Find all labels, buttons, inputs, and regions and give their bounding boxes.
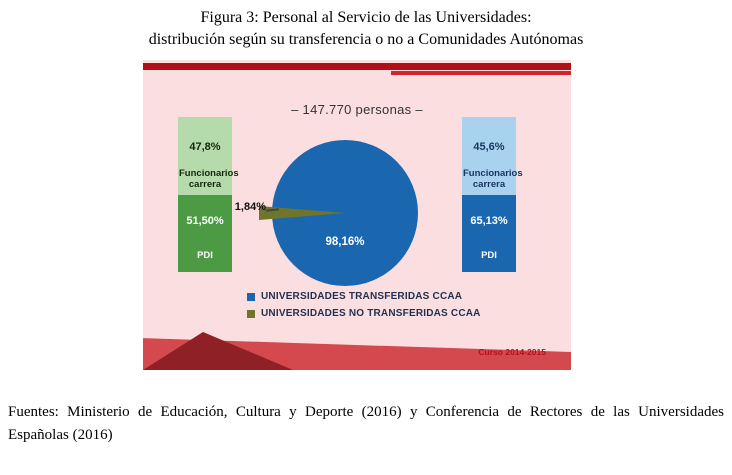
left-bar-funcionarios-segment: 47,8% Funcionarios carrera bbox=[178, 117, 239, 195]
legend-swatch-transferidas bbox=[247, 292, 255, 301]
top-stripe-primary bbox=[143, 63, 571, 70]
left-stacked-bar: 47,8% Funcionarios carrera 51,50% PDI bbox=[178, 117, 239, 272]
top-stripe-secondary bbox=[391, 71, 571, 75]
legend-item-transferidas: UNIVERSIDADES TRANSFERIDAS CCAA bbox=[247, 291, 481, 302]
chart-panel: – 147.770 personas – 47,8% Funcionarios … bbox=[143, 60, 571, 370]
left-bar-pdi-segment: 51,50% PDI bbox=[178, 195, 232, 272]
right-bar-funcionarios-pct: 45,6% bbox=[473, 141, 505, 153]
right-bar-pdi-label: PDI bbox=[481, 249, 497, 261]
figure-title: Figura 3: Personal al Servicio de las Un… bbox=[0, 7, 732, 52]
right-bar-pdi-segment: 65,13% PDI bbox=[462, 195, 516, 272]
figure-title-line2: distribución según su transferencia o no… bbox=[148, 31, 584, 49]
right-stacked-bar: 45,6% Funcionarios carrera 65,13% PDI bbox=[462, 117, 523, 272]
total-persons-label: – 147.770 personas – bbox=[291, 102, 423, 117]
legend-item-no-transferidas: UNIVERSIDADES NO TRANSFERIDAS CCAA bbox=[247, 308, 481, 319]
right-bar-funcionarios-segment: 45,6% Funcionarios carrera bbox=[462, 117, 523, 195]
pie-minor-slice-label: 1,84% bbox=[234, 201, 266, 213]
legend-swatch-no-transferidas bbox=[247, 309, 255, 318]
left-bar-funcionarios-label: Funcionarios carrera bbox=[179, 167, 239, 190]
pie-major-slice-label: 98,16% bbox=[325, 236, 365, 248]
curso-label: Curso 2014-2015 bbox=[478, 347, 546, 357]
legend: UNIVERSIDADES TRANSFERIDAS CCAA UNIVERSI… bbox=[247, 291, 481, 319]
right-bar-funcionarios-label: Funcionarios carrera bbox=[463, 167, 523, 190]
left-bar-pdi-label: PDI bbox=[197, 249, 213, 261]
figure-title-line1: Figura 3: Personal al Servicio de las Un… bbox=[200, 9, 532, 26]
legend-label-no-transferidas: UNIVERSIDADES NO TRANSFERIDAS CCAA bbox=[261, 308, 481, 319]
legend-label-transferidas: UNIVERSIDADES TRANSFERIDAS CCAA bbox=[261, 291, 463, 302]
left-bar-funcionarios-pct: 47,8% bbox=[189, 141, 221, 153]
right-bar-pdi-pct: 65,13% bbox=[470, 215, 508, 227]
source-caption: Fuentes: Ministerio de Educación, Cultur… bbox=[8, 404, 724, 443]
left-bar-pdi-pct: 51,50% bbox=[186, 215, 224, 227]
